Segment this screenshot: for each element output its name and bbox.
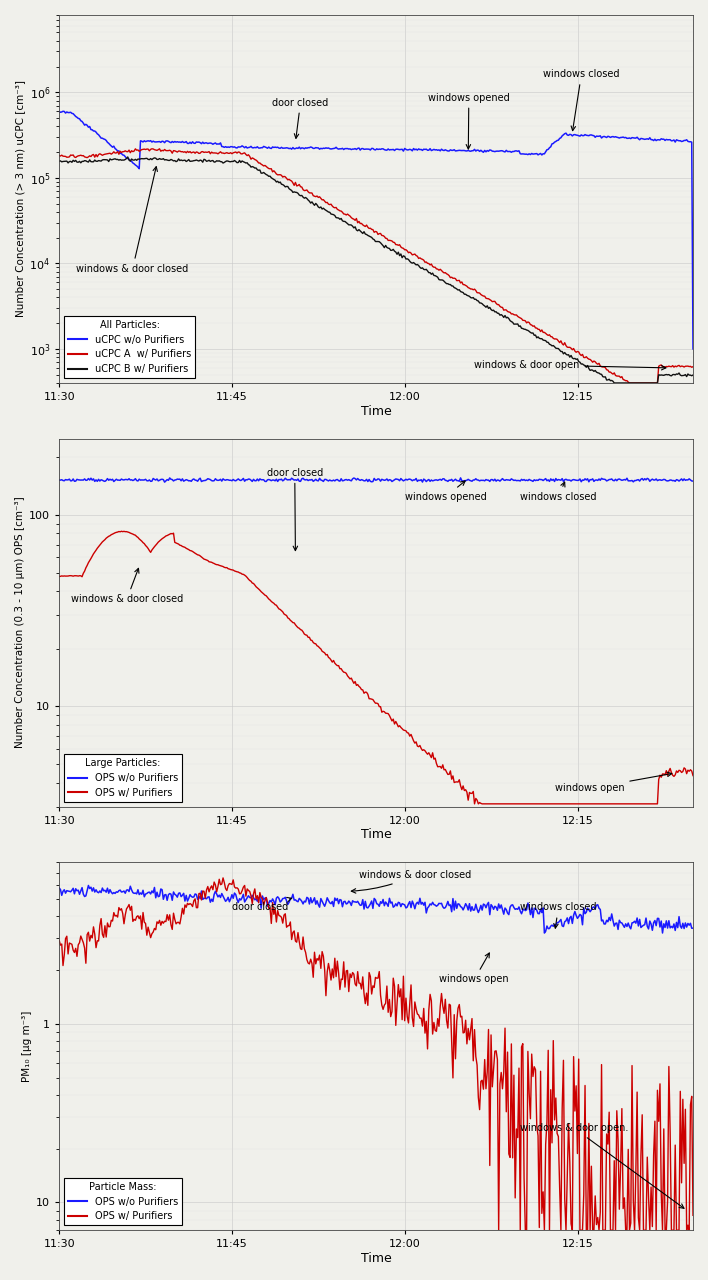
Text: windows open: windows open (554, 772, 672, 794)
X-axis label: Time: Time (360, 1252, 392, 1265)
Text: windows & door open: windows & door open (474, 360, 666, 370)
X-axis label: Time: Time (360, 404, 392, 417)
Text: windows & door closed: windows & door closed (351, 870, 471, 893)
Text: windows opened: windows opened (405, 481, 486, 502)
Text: door closed: door closed (267, 467, 323, 550)
Legend: OPS w/o Purifiers, OPS w/ Purifiers: OPS w/o Purifiers, OPS w/ Purifiers (64, 1178, 182, 1225)
Text: windows open: windows open (440, 954, 509, 984)
Text: windows & door open.: windows & door open. (520, 1124, 684, 1208)
Text: windows & door closed: windows & door closed (71, 568, 183, 604)
Legend: OPS w/o Purifiers, OPS w/ Purifiers: OPS w/o Purifiers, OPS w/ Purifiers (64, 754, 182, 801)
Text: door closed: door closed (273, 97, 329, 138)
Text: door closed: door closed (232, 897, 292, 913)
Y-axis label: Number Concentration (> 3 nm) uCPC [cm⁻³]: Number Concentration (> 3 nm) uCPC [cm⁻³… (15, 81, 25, 317)
Text: windows closed: windows closed (543, 69, 620, 131)
Text: windows closed: windows closed (520, 483, 597, 502)
X-axis label: Time: Time (360, 828, 392, 841)
Text: windows & door closed: windows & door closed (76, 166, 189, 274)
Text: windows closed: windows closed (520, 902, 597, 928)
Text: windows opened: windows opened (428, 92, 510, 148)
Legend: uCPC w/o Purifiers, uCPC A  w/ Purifiers, uCPC B w/ Purifiers: uCPC w/o Purifiers, uCPC A w/ Purifiers,… (64, 316, 195, 378)
Y-axis label: PM₁₀ [μg m⁻³]: PM₁₀ [μg m⁻³] (22, 1010, 32, 1082)
Y-axis label: Number Concentration (0.3 - 10 μm) OPS [cm⁻³]: Number Concentration (0.3 - 10 μm) OPS [… (15, 497, 25, 749)
